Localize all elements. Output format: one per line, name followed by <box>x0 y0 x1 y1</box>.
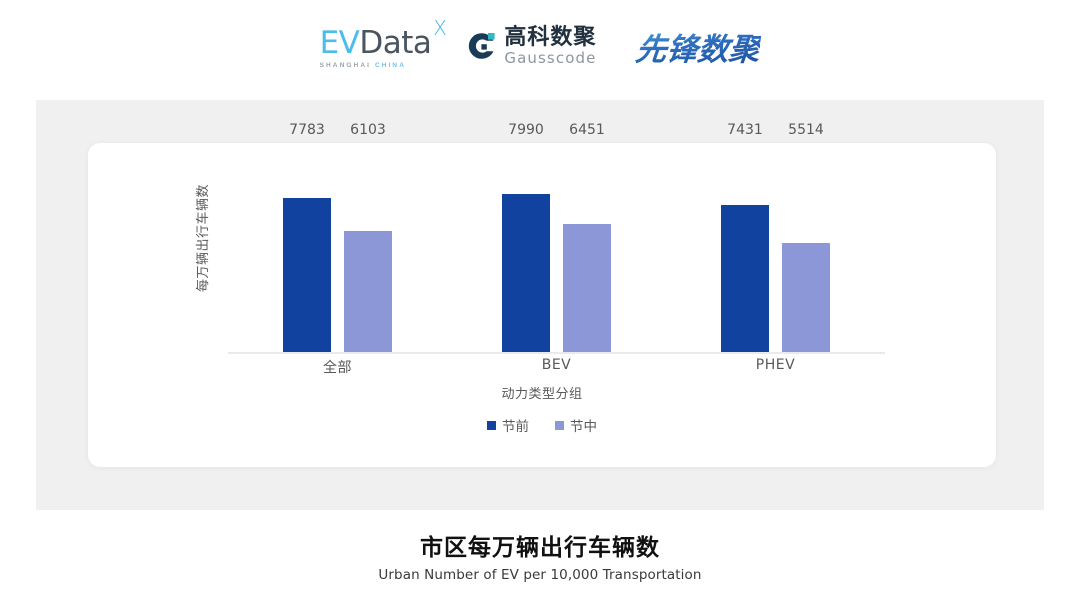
bar-group-bars: 7431 5514 <box>666 122 885 352</box>
bar-jiezhong-bev[interactable] <box>563 224 611 352</box>
x-axis-title: 动力类型分组 <box>501 387 583 402</box>
bar-group-bars: 7783 6103 <box>228 122 447 352</box>
bar-jieqian-phev[interactable] <box>721 205 769 352</box>
legend-swatch-icon <box>555 420 564 430</box>
evdata-wordmark: EVData X <box>319 18 447 61</box>
gausscode-logo: 高科数聚 Gausscode <box>465 24 597 67</box>
bar-group-all: 7783 6103 <box>228 122 447 352</box>
evdata-tagline-country: CHINA <box>374 62 407 69</box>
bar-wrap: 7783 <box>283 122 331 352</box>
bar-chart: 每万辆出行车辆数 7783 6103 <box>88 122 996 467</box>
bar-wrap: 7431 <box>721 122 769 352</box>
bar-wrap: 7990 <box>502 122 550 352</box>
chart-legend: 节前 节中 <box>88 415 996 435</box>
bar-groups: 7783 6103 7990 6451 <box>228 122 885 352</box>
legend-item-jiezhong[interactable]: 节中 <box>555 415 597 435</box>
evdata-data-text: Data <box>359 25 432 61</box>
bar-value-label: 7431 <box>727 122 763 138</box>
bar-value-label: 7990 <box>508 122 544 138</box>
xianfeng-logo: 先锋数聚 <box>634 24 763 69</box>
bar-wrap: 5514 <box>782 122 830 352</box>
evdata-tagline: SHANGHAI CHINA <box>320 62 406 69</box>
bar-wrap: 6451 <box>563 122 611 352</box>
x-tick-label-all: 全部 <box>323 360 352 376</box>
y-axis-title: 每万辆出行车辆数 <box>192 13 211 292</box>
legend-label-jieqian: 节前 <box>502 419 529 435</box>
evdata-ev-text: EV <box>319 25 360 61</box>
bar-value-label: 5514 <box>788 122 824 138</box>
bar-group-bev: 7990 6451 <box>447 122 666 352</box>
page-title: 市区每万辆出行车辆数 <box>420 535 660 561</box>
chart-card: 每万辆出行车辆数 7783 6103 <box>88 122 996 467</box>
bar-jiezhong-phev[interactable] <box>782 243 830 352</box>
evdata-x-icon: X <box>433 16 447 40</box>
page-subtitle: Urban Number of EV per 10,000 Transporta… <box>378 567 702 583</box>
bar-value-label: 6103 <box>350 122 386 138</box>
gausscode-en-name: Gausscode <box>504 48 597 67</box>
bar-jieqian-all[interactable] <box>283 198 331 352</box>
x-tick-label-phev: PHEV <box>755 357 796 373</box>
evdata-logo: EVData X SHANGHAI CHINA <box>319 18 447 69</box>
bar-group-phev: 7431 5514 <box>666 122 885 352</box>
bar-value-label: 6451 <box>569 122 605 138</box>
logo-bar: EVData X SHANGHAI CHINA 高科数聚 Gausscode 先锋… <box>0 0 1080 92</box>
bar-group-bars: 7990 6451 <box>447 122 666 352</box>
legend-label-jiezhong: 节中 <box>570 419 597 435</box>
legend-item-jieqian[interactable]: 节前 <box>487 415 529 435</box>
gausscode-cn-name: 高科数聚 <box>504 24 597 50</box>
y-axis-title-text: 每万辆出行车辆数 <box>196 184 211 293</box>
legend-swatch-icon <box>487 420 496 430</box>
evdata-tagline-city: SHANGHAI <box>319 62 372 69</box>
bar-jiezhong-all[interactable] <box>344 231 392 352</box>
gausscode-text: 高科数聚 Gausscode <box>504 24 597 67</box>
bar-jieqian-bev[interactable] <box>502 194 550 352</box>
footer: 市区每万辆出行车辆数 Urban Number of EV per 10,000… <box>0 528 1080 583</box>
bar-value-label: 7783 <box>289 122 325 138</box>
gausscode-g-mark-icon <box>465 30 497 62</box>
x-tick-label-bev: BEV <box>541 357 572 373</box>
x-axis-tick-labels: 全部 BEV PHEV <box>228 357 885 377</box>
x-axis-line <box>228 352 885 354</box>
bar-wrap: 6103 <box>344 122 392 352</box>
